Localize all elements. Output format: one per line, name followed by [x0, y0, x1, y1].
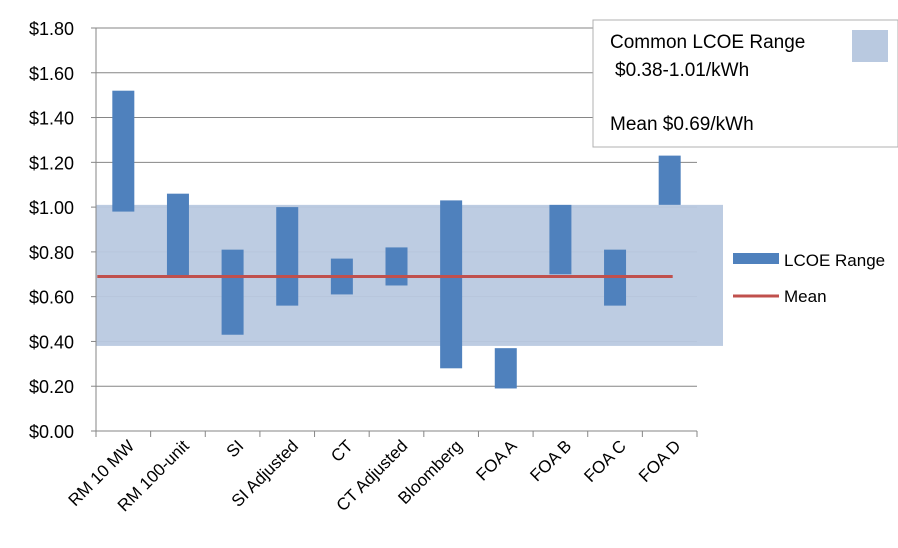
annotation-mean: Mean $0.69/kWh: [610, 114, 754, 135]
range-bar: [494, 348, 517, 389]
range-bar: [385, 247, 408, 286]
legend-label-lcoe-range: LCOE Range: [784, 251, 885, 270]
axes: [91, 27, 698, 437]
range-bar: [166, 193, 189, 277]
y-tick-label: $0.60: [29, 288, 74, 308]
y-tick-label: $0.20: [29, 377, 74, 397]
legend-swatch-lcoe-range: [733, 253, 779, 264]
y-tick-label: $1.20: [29, 153, 74, 173]
range-bar: [221, 249, 244, 335]
y-tick-label: $1.80: [29, 19, 74, 39]
legend-label-mean: Mean: [784, 287, 827, 306]
y-tick-label: $1.60: [29, 64, 74, 84]
y-tick-label: $1.40: [29, 109, 74, 129]
y-tick-label: $0.80: [29, 243, 74, 263]
range-bar: [549, 204, 572, 275]
legend: LCOE Range Mean: [733, 251, 885, 306]
annotation-range: $0.38-1.01/kWh: [615, 60, 749, 81]
range-bar: [276, 207, 299, 306]
y-tick-labels: $0.00 $0.20 $0.40 $0.60 $0.80 $1.00 $1.20 $1.40…: [29, 19, 74, 442]
range-bar: [112, 90, 135, 212]
annotation-title: Common LCOE Range: [610, 32, 805, 53]
annotation-frame: [592, 19, 898, 148]
range-bar: [440, 200, 463, 369]
y-tick-label: $1.00: [29, 198, 74, 218]
range-bar: [658, 155, 681, 205]
y-tick-label: $0.00: [29, 422, 74, 442]
annotation-swatch: [852, 30, 888, 62]
y-tick-label: $0.40: [29, 332, 74, 352]
annotation-box: Common LCOE Range $0.38-1.01/kWh Mean $0…: [592, 19, 898, 148]
